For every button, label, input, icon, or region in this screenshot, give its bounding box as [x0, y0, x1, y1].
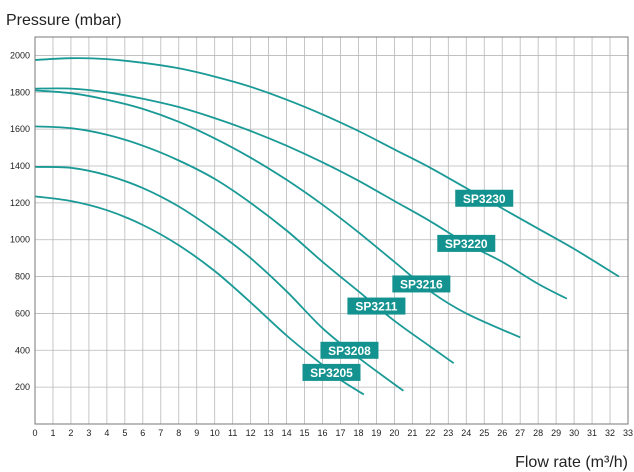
x-tick-label: 5 [122, 428, 127, 438]
x-tick-label: 17 [335, 428, 345, 438]
x-tick-label: 3 [86, 428, 91, 438]
series-label-sp3216: SP3216 [392, 275, 451, 293]
x-tick-label: 31 [587, 428, 597, 438]
x-tick-label: 13 [264, 428, 274, 438]
series-label-text: SP3216 [400, 277, 443, 291]
x-tick-label: 8 [176, 428, 181, 438]
x-tick-label: 18 [353, 428, 363, 438]
x-tick-label: 12 [246, 428, 256, 438]
tick-labels: 0 1 2 3 4 5 6 7 8 9 10 11 12 13 14 15 16 17 18 19 20 21 22 23 24… [10, 50, 633, 438]
x-tick-label: 30 [569, 428, 579, 438]
plot-frame [34, 36, 629, 425]
series-label-box [320, 341, 379, 359]
series-label-sp3208: SP3208 [320, 341, 379, 359]
x-tick-label: 16 [318, 428, 328, 438]
curve-sp3230 [34, 57, 620, 278]
x-tick-label: 9 [194, 428, 199, 438]
series-label-box [347, 297, 406, 315]
x-tick-label: 33 [623, 428, 633, 438]
series-label-sp3211: SP3211 [347, 297, 406, 315]
curve-sp3220 [34, 87, 568, 300]
x-tick-label: 25 [479, 428, 489, 438]
x-tick-label: 26 [497, 428, 507, 438]
series-label-text: SP3230 [463, 192, 506, 206]
x-tick-label: 22 [425, 428, 435, 438]
x-tick-label: 4 [104, 428, 109, 438]
x-axis-title: Flow rate (m³/h) [515, 454, 628, 471]
y-tick-label: 1000 [10, 235, 30, 245]
y-tick-label: 1400 [10, 161, 30, 171]
series-label-sp3205: SP3205 [302, 363, 361, 381]
series-label-text: SP3208 [328, 344, 371, 358]
x-tick-label: 21 [407, 428, 417, 438]
series-label-sp3230: SP3230 [455, 189, 514, 207]
series-label-box [437, 234, 496, 252]
y-tick-label: 600 [15, 308, 30, 318]
x-tick-label: 1 [50, 428, 55, 438]
y-tick-label: 1800 [10, 87, 30, 97]
y-tick-label: 1200 [10, 198, 30, 208]
x-tick-label: 24 [461, 428, 471, 438]
curve-sp3211 [34, 125, 455, 364]
y-tick-label: 800 [15, 272, 30, 282]
y-tick-label: 1600 [10, 124, 30, 134]
x-tick-label: 14 [282, 428, 292, 438]
x-tick-label: 0 [32, 428, 37, 438]
series-label-box [302, 363, 361, 381]
x-tick-label: 19 [371, 428, 381, 438]
x-tick-label: 10 [210, 428, 220, 438]
x-tick-label: 11 [228, 428, 237, 438]
curve-sp3208 [34, 166, 404, 392]
x-tick-label: 23 [443, 428, 453, 438]
curve-sp3216 [34, 89, 521, 339]
series-label-sp3220: SP3220 [437, 234, 496, 252]
series-label-box [392, 275, 451, 293]
x-tick-label: 2 [68, 428, 73, 438]
y-tick-label: 400 [15, 345, 30, 355]
y-tick-label: 2000 [10, 50, 30, 60]
series-label-text: SP3211 [355, 300, 397, 314]
x-tick-label: 7 [158, 428, 163, 438]
series-label-text: SP3220 [445, 237, 488, 251]
x-tick-label: 28 [533, 428, 543, 438]
x-tick-label: 32 [605, 428, 615, 438]
x-tick-label: 15 [300, 428, 310, 438]
series-label-text: SP3205 [310, 366, 353, 380]
x-tick-label: 27 [515, 428, 525, 438]
series-label-box [455, 189, 514, 207]
x-tick-label: 29 [551, 428, 561, 438]
y-tick-label: 200 [15, 382, 30, 392]
y-axis-title: Pressure (mbar) [6, 12, 122, 29]
x-tick-label: 6 [140, 428, 145, 438]
x-tick-label: 20 [389, 428, 399, 438]
